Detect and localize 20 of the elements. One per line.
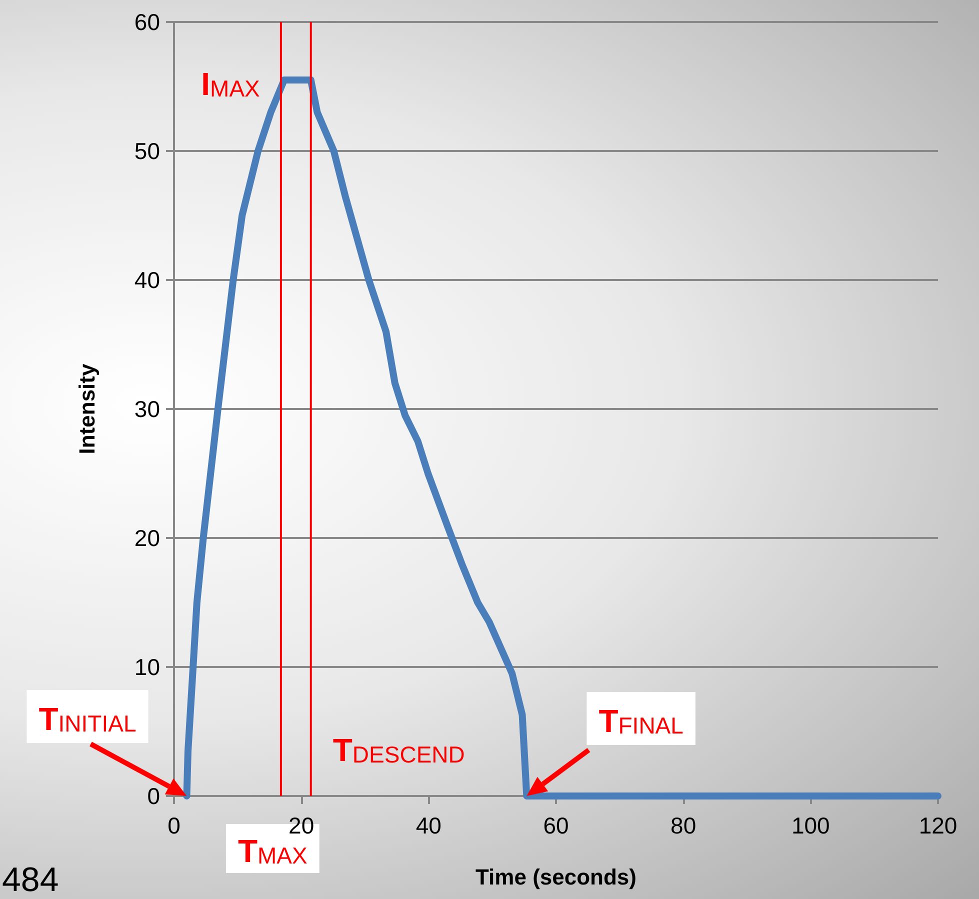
text: 484 xyxy=(2,861,59,899)
x-tick-label: 60 xyxy=(543,812,569,838)
y-tick-label: 30 xyxy=(134,396,160,422)
y-tick-label: 0 xyxy=(147,783,160,809)
y-tick-label: 10 xyxy=(134,654,160,680)
annotation: TFINAL xyxy=(598,703,684,739)
y-tick-label: 50 xyxy=(134,138,160,164)
y-tick-label: 40 xyxy=(134,267,160,293)
y-tick-label: 20 xyxy=(134,525,160,551)
x-axis-title: Time (seconds) xyxy=(476,864,636,890)
x-tick-label: 80 xyxy=(670,812,696,838)
y-axis-title: Intensity xyxy=(74,363,100,454)
y-tick-label: 60 xyxy=(134,9,160,35)
annotation: IMAX xyxy=(201,66,260,102)
ref-line-label: TDESCEND xyxy=(332,732,465,768)
x-tick-label: 40 xyxy=(416,812,442,838)
x-tick-label: 120 xyxy=(918,812,958,838)
x-tick-label: 0 xyxy=(168,812,180,838)
x-tick-label: 100 xyxy=(791,812,830,838)
annotation: TINITIAL xyxy=(38,701,136,737)
